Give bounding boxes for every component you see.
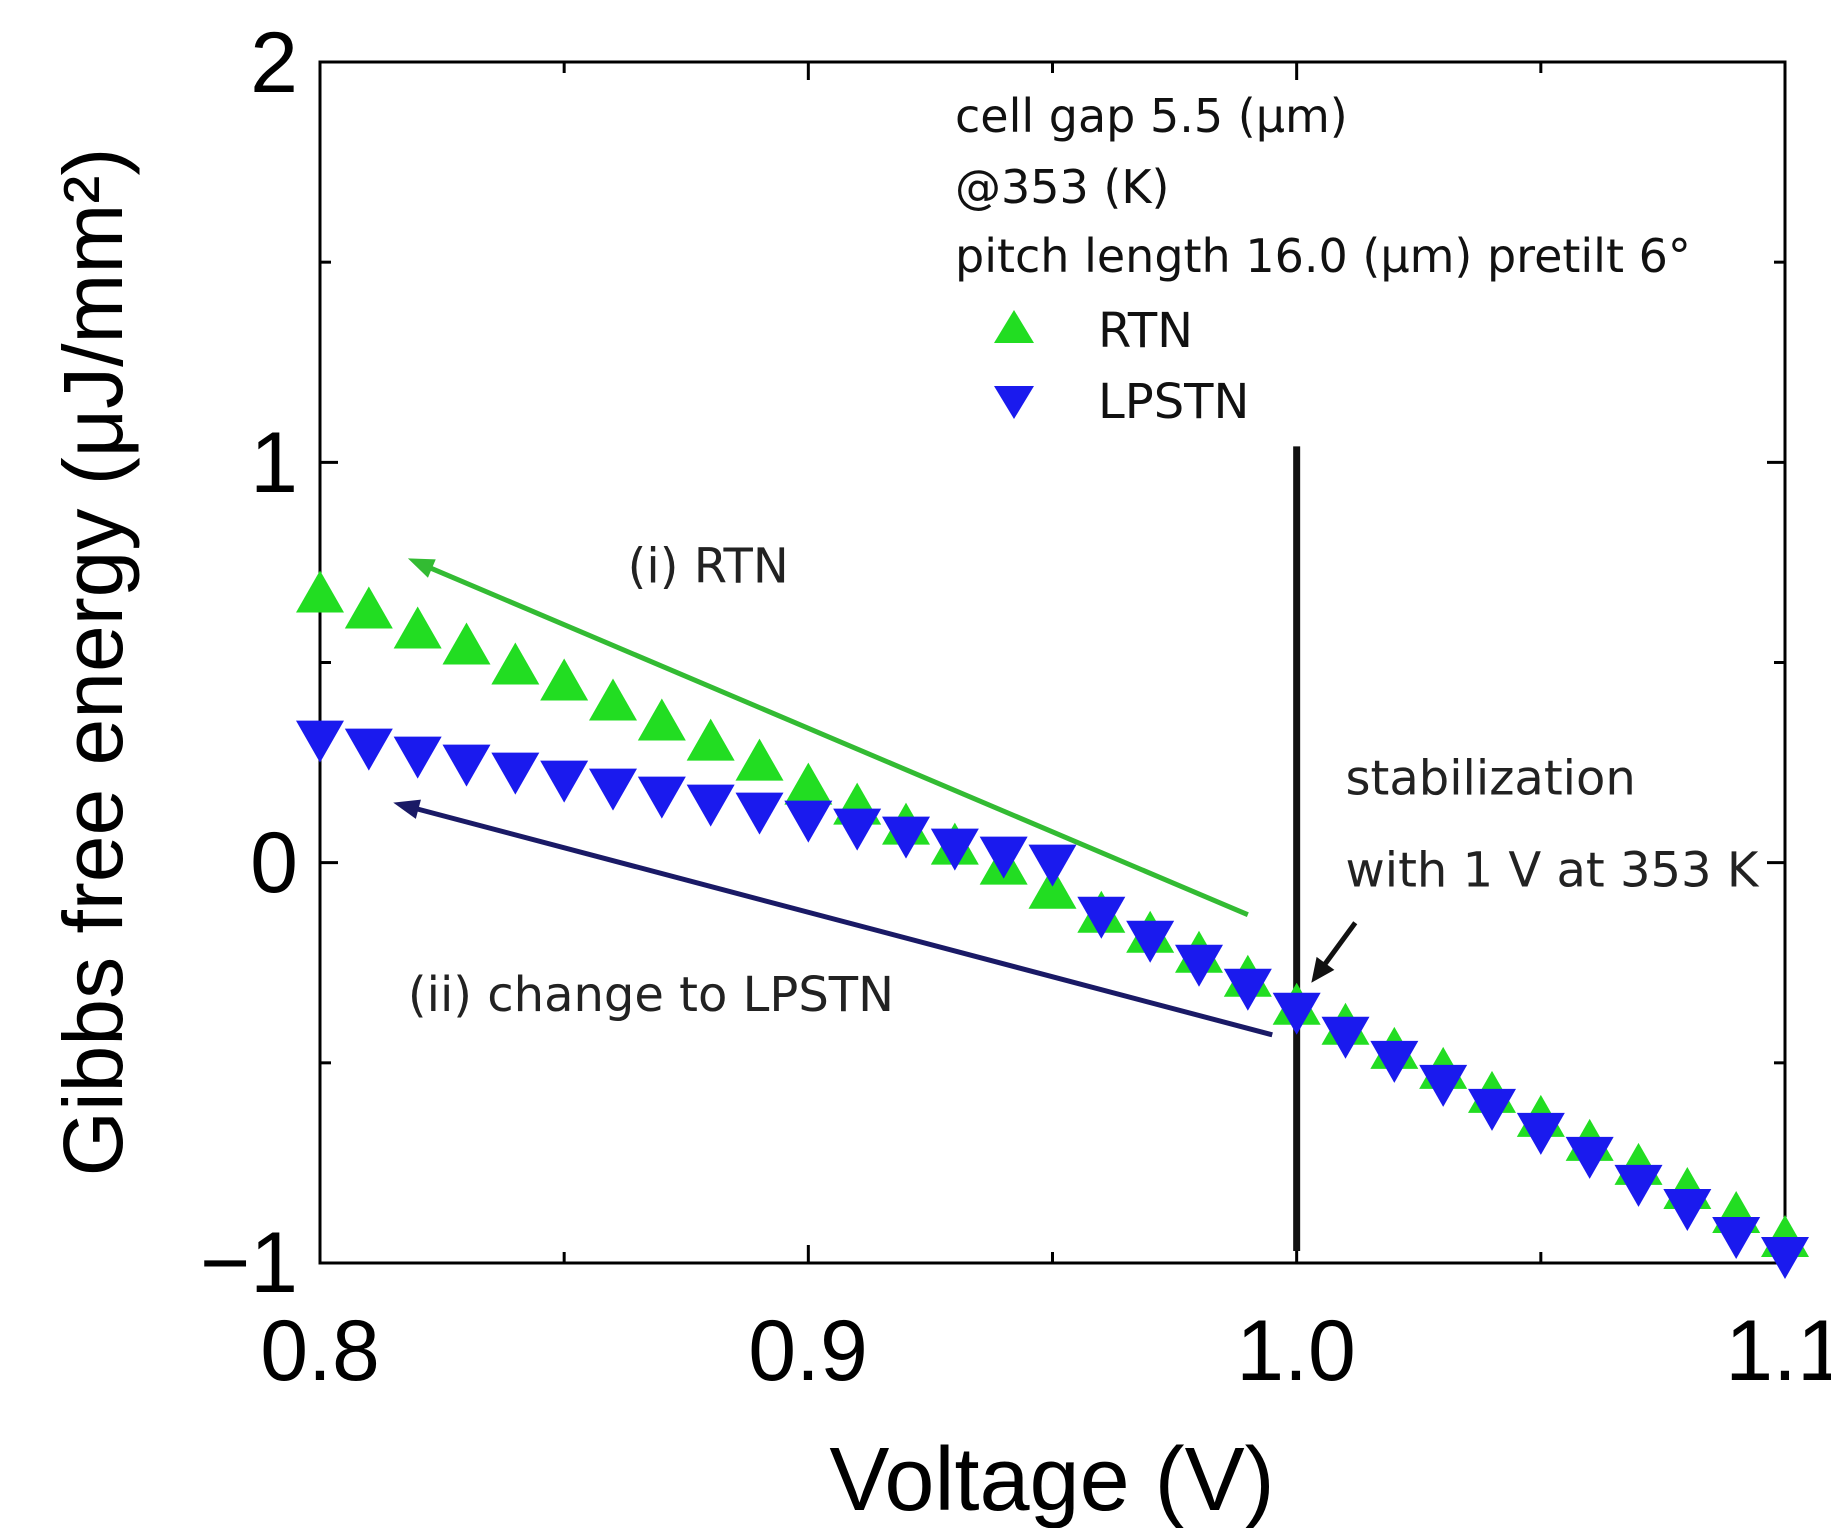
- lpstn-point-1: [344, 728, 393, 771]
- lpstn-point-15: [1028, 844, 1077, 887]
- y-tick-label-2: 1: [250, 415, 298, 511]
- lpstn-point-3: [442, 744, 491, 787]
- rtn-point-15: [1028, 866, 1077, 909]
- lpstn-point-11: [833, 808, 882, 851]
- lpstn-point-20: [1272, 992, 1321, 1035]
- rtn-path-arrow-head: [407, 558, 436, 578]
- rtn-point-3: [442, 622, 491, 665]
- stabilization-label-line-1: stabilization: [1346, 751, 1636, 807]
- x-tick-label-1: 0.9: [748, 1303, 868, 1399]
- rtn-point-9: [735, 738, 784, 781]
- lpstn-point-30: [1761, 1236, 1809, 1279]
- rtn-point-10: [784, 762, 833, 805]
- stabilization-arrow: [1322, 921, 1358, 967]
- rtn-point-6: [589, 678, 637, 721]
- legend-rtn-label: RTN: [1098, 303, 1193, 359]
- lpstn-point-5: [540, 760, 589, 803]
- info-line-temperature: @353 (K): [955, 160, 1169, 214]
- lpstn-point-10: [784, 800, 833, 843]
- stabilization-arrow-head: [1311, 956, 1335, 983]
- rtn-point-7: [637, 698, 686, 741]
- lpstn-point-25: [1516, 1112, 1565, 1155]
- y-axis-title: Gibbs free energy (μJ/mm²): [46, 148, 140, 1177]
- x-tick-label-3: 1.1: [1725, 1303, 1831, 1399]
- y-tick-label-0: −1: [200, 1215, 298, 1311]
- lpstn-point-0: [296, 720, 344, 763]
- lpstn-path-arrow-head: [393, 799, 421, 819]
- lpstn-point-12: [882, 816, 930, 859]
- rtn-point-4: [491, 642, 540, 685]
- y-tick-label-1: 0: [250, 815, 298, 911]
- lpstn-point-9: [735, 792, 784, 835]
- lpstn-point-28: [1663, 1188, 1712, 1231]
- rtn-point-1: [344, 586, 393, 629]
- lpstn-point-29: [1712, 1216, 1761, 1259]
- lpstn-point-26: [1565, 1136, 1614, 1179]
- rtn-point-2: [393, 606, 442, 649]
- rtn-path-arrow: [429, 565, 1249, 918]
- rtn-point-5: [540, 658, 589, 701]
- stabilization-label-line-2: with 1 V at 353 K: [1346, 843, 1760, 899]
- lpstn-point-21: [1321, 1016, 1370, 1059]
- rtn-point-0: [296, 570, 344, 613]
- lpstn-path-arrow: [415, 806, 1273, 1038]
- legend-lpstn-label: LPSTN: [1098, 374, 1249, 430]
- legend: RTN LPSTN: [994, 303, 1249, 430]
- lpstn-point-8: [686, 784, 735, 827]
- info-line-pitch: pitch length 16.0 (μm) pretilt 6°: [955, 229, 1691, 283]
- lpstn-point-22: [1370, 1040, 1419, 1083]
- x-tick-label-2: 1.0: [1236, 1303, 1356, 1399]
- lpstn-point-16: [1077, 896, 1126, 939]
- info-line-cell-gap: cell gap 5.5 (μm): [955, 89, 1348, 143]
- y-tick-label-3: 2: [250, 15, 298, 111]
- lpstn-point-14: [979, 836, 1028, 879]
- lpstn-path-label: (ii) change to LPSTN: [408, 967, 894, 1023]
- x-axis-title: Voltage (V): [829, 1430, 1274, 1528]
- lpstn-point-27: [1614, 1164, 1663, 1207]
- lpstn-point-7: [637, 776, 686, 819]
- legend-lpstn-marker: [994, 386, 1034, 419]
- lpstn-point-19: [1223, 968, 1272, 1011]
- lpstn-point-6: [589, 768, 637, 811]
- series-lpstn: [296, 720, 1809, 1279]
- lpstn-point-2: [393, 736, 442, 779]
- lpstn-point-4: [491, 752, 540, 795]
- lpstn-point-24: [1468, 1088, 1516, 1131]
- lpstn-point-23: [1419, 1064, 1468, 1107]
- lpstn-point-13: [930, 828, 979, 871]
- lpstn-point-17: [1126, 920, 1175, 963]
- lpstn-point-18: [1175, 944, 1223, 987]
- rtn-point-8: [686, 718, 735, 761]
- x-tick-label-0: 0.8: [260, 1303, 380, 1399]
- rtn-path-label: (i) RTN: [628, 538, 789, 594]
- legend-rtn-marker: [994, 310, 1034, 343]
